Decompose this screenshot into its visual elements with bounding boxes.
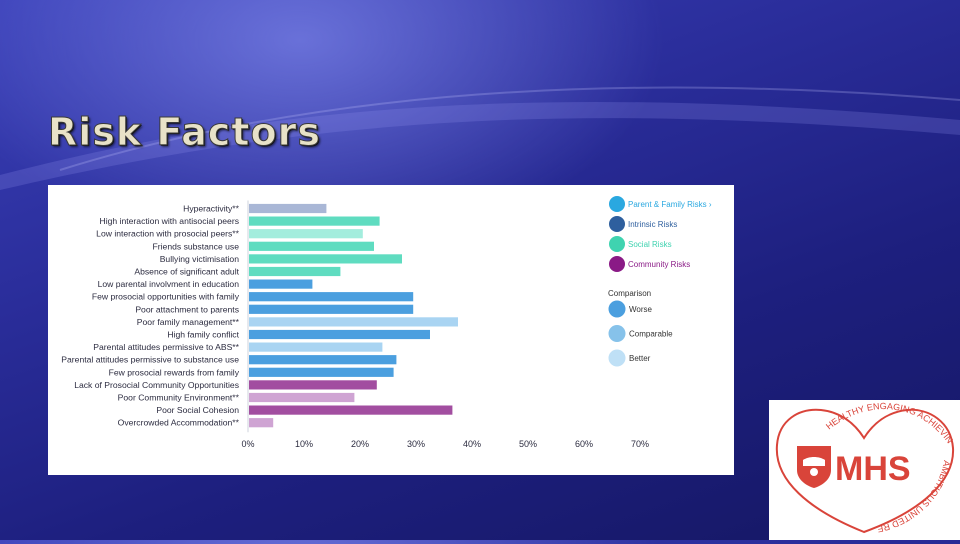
x-tick-label: 20% (351, 439, 369, 449)
legend-label: Parent & Family Risks › (628, 200, 712, 209)
mhs-logo: MHS HEALTHY ENGAGING ACHIEVING AMBITIOUS… (765, 392, 960, 540)
x-tick-label: 30% (407, 439, 425, 449)
legend-swatch (609, 256, 625, 272)
bar (249, 418, 274, 428)
bar (249, 304, 414, 314)
comparison-swatch (608, 349, 626, 367)
bar (249, 279, 313, 289)
legend-label: Social Risks (628, 240, 672, 249)
bar (249, 241, 374, 251)
slide-title: Risk Factors (48, 110, 321, 155)
legend-swatch (609, 196, 625, 212)
bar (249, 355, 397, 365)
logo-letters: MHS (835, 450, 911, 488)
logo-graphic: MHS HEALTHY ENGAGING ACHIEVING AMBITIOUS… (765, 392, 955, 534)
bar (249, 317, 458, 327)
legend-swatch (609, 216, 625, 232)
comparison-swatch (608, 325, 626, 342)
category-label: Overcrowded Accommodation** (118, 418, 240, 428)
legend-label: Community Risks (628, 260, 690, 269)
bar (249, 266, 341, 277)
chart-canvas: Hyperactivity** High interaction with ant… (61, 196, 712, 449)
category-label: Poor attachment to parents (135, 304, 239, 314)
category-label: Bullying victimisation (160, 254, 240, 264)
x-tick-label: 10% (295, 439, 313, 449)
comparison-swatch (608, 300, 626, 318)
category-label: Parental attitudes permissive to substan… (61, 355, 239, 365)
logo-arc-top: HEALTHY ENGAGING ACHIEVING (769, 400, 955, 445)
bar (249, 342, 383, 352)
risk-factors-chart: Hyperactivity** High interaction with ant… (48, 185, 734, 475)
bar (249, 380, 377, 390)
bar (249, 329, 430, 340)
bar (249, 203, 327, 214)
logo-heart-outline (775, 408, 955, 534)
comparison-label: Worse (629, 305, 653, 314)
category-label: Few prosocial opportunities with family (92, 292, 240, 302)
category-label: Few prosocial rewards from family (109, 367, 240, 377)
category-label: Friends substance use (153, 241, 240, 251)
bar (249, 392, 355, 403)
legend-swatch (609, 236, 625, 252)
legend-label: Intrinsic Risks (628, 220, 677, 229)
x-tick-label: 70% (631, 439, 649, 449)
category-label: Poor Community Environment** (118, 393, 240, 403)
category-label: Parental attitudes permissive to ABS** (93, 342, 239, 352)
bar (249, 405, 453, 415)
category-label: Hyperactivity** (183, 204, 240, 214)
bar (249, 216, 380, 226)
x-tick-label: 40% (463, 439, 481, 449)
bar (249, 367, 394, 377)
x-tick-label: 60% (575, 439, 593, 449)
bar (249, 254, 402, 264)
shield-icon (797, 446, 831, 488)
category-label: Poor Social Cohesion (156, 405, 239, 415)
category-label: Low interaction with prosocial peers** (96, 229, 239, 239)
category-label: High family conflict (167, 330, 239, 340)
comparison-title: Comparison (608, 289, 651, 298)
category-label: High interaction with antisocial peers (100, 216, 239, 226)
category-label: Poor family management** (137, 317, 240, 327)
comparison-label: Comparable (629, 330, 673, 339)
category-label: Low parental involvment in education (98, 279, 240, 289)
category-label: Absence of significant adult (134, 267, 239, 277)
category-label: Lack of Prosocial Community Opportunitie… (74, 380, 239, 390)
x-tick-label: 50% (519, 439, 537, 449)
bar (249, 292, 414, 302)
bar (249, 229, 363, 239)
x-tick-label: 0% (241, 439, 254, 449)
comparison-label: Better (629, 354, 651, 363)
